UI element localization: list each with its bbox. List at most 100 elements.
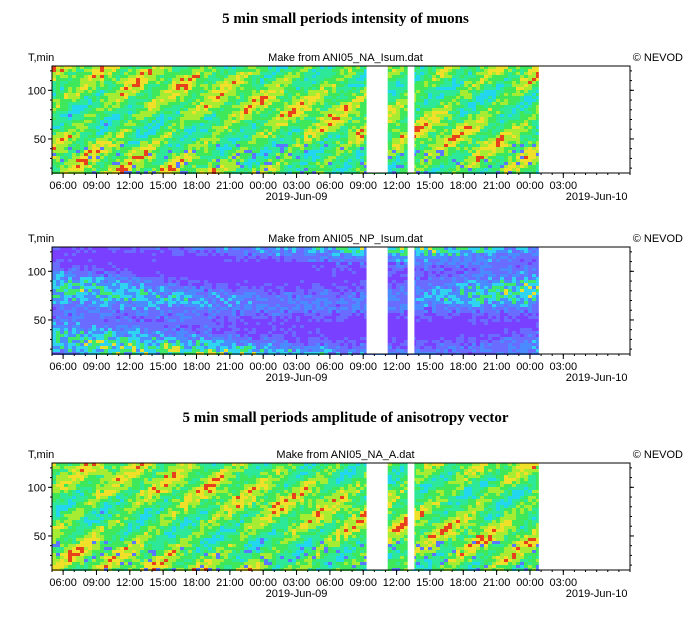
heatmap-cell <box>432 156 436 159</box>
heatmap-cell <box>396 168 400 171</box>
heatmap-cell <box>96 259 100 262</box>
heatmap-cell <box>176 162 180 165</box>
heatmap-cell <box>292 153 296 156</box>
heatmap-cell <box>196 165 200 168</box>
heatmap-cell <box>416 87 420 90</box>
heatmap-cell <box>332 90 336 93</box>
heatmap-cell <box>356 123 360 126</box>
heatmap-cell <box>80 340 84 343</box>
date-label: 2019-Jun-10 <box>566 191 628 203</box>
heatmap-cell <box>328 117 332 120</box>
heatmap-cell <box>144 135 148 138</box>
heatmap-cell <box>460 108 464 111</box>
heatmap-cell <box>232 144 236 147</box>
heatmap-cell <box>204 150 208 153</box>
heatmap-cell <box>504 72 508 75</box>
heatmap-cell <box>484 117 488 120</box>
heatmap-cell <box>140 126 144 129</box>
heatmap-cell <box>152 147 156 150</box>
heatmap-cell <box>52 99 56 102</box>
heatmap-cell <box>80 105 84 108</box>
heatmap-cell <box>72 138 76 141</box>
heatmap-cell <box>80 268 84 271</box>
heatmap-cell <box>164 99 168 102</box>
heatmap-cell <box>84 168 88 171</box>
heatmap-cell <box>332 105 336 108</box>
heatmap-cell <box>240 135 244 138</box>
heatmap-cell <box>84 328 88 331</box>
heatmap-cell <box>528 120 532 123</box>
heatmap-cell <box>72 147 76 150</box>
heatmap-cell <box>68 117 72 120</box>
heatmap-cell <box>76 319 80 322</box>
heatmap-cell <box>492 165 496 168</box>
heatmap-cell <box>488 84 492 87</box>
heatmap-cell <box>256 135 260 138</box>
heatmap-cell <box>388 147 392 150</box>
heatmap-cell <box>488 165 492 168</box>
heatmap-cell <box>272 87 276 90</box>
heatmap-cell <box>516 75 520 78</box>
heatmap-cell <box>180 135 184 138</box>
heatmap-cell <box>260 81 264 84</box>
heatmap-cell <box>436 114 440 117</box>
heatmap-cell <box>92 72 96 75</box>
heatmap-cell <box>168 108 172 111</box>
heatmap-cell <box>132 117 136 120</box>
heatmap-cell <box>260 114 264 117</box>
heatmap-cell <box>196 144 200 147</box>
heatmap-cell <box>92 144 96 147</box>
heatmap-cell <box>88 69 92 72</box>
heatmap-cell <box>348 150 352 153</box>
heatmap-cell <box>432 135 436 138</box>
heatmap-cell <box>388 156 392 159</box>
heatmap-cell <box>484 135 488 138</box>
heatmap-cell <box>212 135 216 138</box>
heatmap-cell <box>344 144 348 147</box>
heatmap-cell <box>196 162 200 165</box>
heatmap-cell <box>320 72 324 75</box>
heatmap-cell <box>180 138 184 141</box>
heatmap-cell <box>240 111 244 114</box>
heatmap-cell <box>520 144 524 147</box>
heatmap-cell <box>528 114 532 117</box>
heatmap-cell <box>52 310 56 313</box>
heatmap-cell <box>112 153 116 156</box>
heatmap-cell <box>284 72 288 75</box>
heatmap-cell <box>88 96 92 99</box>
heatmap-cell <box>216 153 220 156</box>
heatmap-cell <box>88 120 92 123</box>
heatmap-cell <box>392 69 396 72</box>
heatmap-cell <box>92 322 96 325</box>
heatmap-cell <box>120 144 124 147</box>
heatmap-cell <box>156 111 160 114</box>
heatmap-cell <box>92 105 96 108</box>
heatmap-cell <box>396 159 400 162</box>
heatmap-cell <box>72 126 76 129</box>
heatmap-cell <box>292 126 296 129</box>
heatmap-cell <box>212 153 216 156</box>
heatmap-cell <box>496 99 500 102</box>
heatmap-cell <box>220 168 224 171</box>
heatmap-cell <box>68 277 72 280</box>
heatmap-cell <box>356 84 360 87</box>
heatmap-cell <box>172 102 176 105</box>
heatmap-cell <box>340 78 344 81</box>
heatmap-cell <box>392 138 396 141</box>
heatmap-cell <box>188 159 192 162</box>
heatmap-cell <box>532 102 536 105</box>
heatmap-cell <box>432 111 436 114</box>
heatmap-cell <box>416 132 420 135</box>
heatmap-cell <box>496 69 500 72</box>
heatmap-cell <box>104 165 108 168</box>
heatmap-cell <box>352 135 356 138</box>
heatmap-cell <box>160 90 164 93</box>
heatmap-cell <box>60 319 64 322</box>
heatmap-cell <box>480 99 484 102</box>
heatmap-cell <box>432 90 436 93</box>
heatmap-cell <box>180 105 184 108</box>
heatmap-cell <box>496 150 500 153</box>
heatmap-cell <box>100 165 104 168</box>
heatmap-cell <box>68 153 72 156</box>
heatmap-cell <box>80 84 84 87</box>
